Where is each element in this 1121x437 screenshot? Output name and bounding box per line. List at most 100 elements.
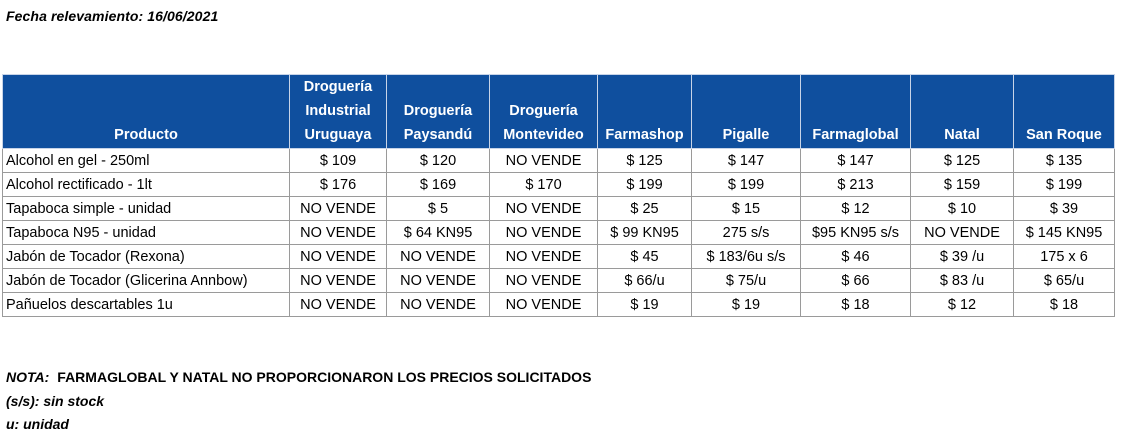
price-cell-natal: $ 39 /u: [910, 244, 1014, 269]
price-cell-drogueria-paysandu: $ 5: [386, 196, 490, 221]
price-cell-drogueria-paysandu: NO VENDE: [386, 244, 490, 269]
table-header-row: Producto Droguería Industrial Uruguaya Drogu…: [2, 74, 1115, 149]
price-table: Producto Droguería Industrial Uruguaya Drogu…: [2, 74, 1115, 317]
price-cell-drogueria-montevideo: NO VENDE: [489, 244, 598, 269]
product-name-cell: Pañuelos descartables 1u: [2, 292, 290, 317]
nota-line: NOTA: FARMAGLOBAL Y NATAL NO PROPORCIONAR…: [6, 366, 591, 390]
unidad-note: u: unidad: [6, 416, 69, 432]
price-cell-san-roque: 175 x 6: [1013, 244, 1115, 269]
table-row: Tapaboca simple - unidad NO VENDE $ 5 NO VE…: [2, 196, 1115, 221]
price-cell-natal: NO VENDE: [910, 220, 1014, 245]
price-cell-pigalle: $ 199: [691, 172, 801, 197]
price-cell-san-roque: $ 199: [1013, 172, 1115, 197]
price-cell-natal: $ 125: [910, 148, 1014, 173]
column-header-line: Montevideo: [503, 127, 584, 143]
column-header-line: Droguería: [303, 79, 373, 95]
price-cell-san-roque: $ 39: [1013, 196, 1115, 221]
price-cell-drogueria-montevideo: NO VENDE: [489, 268, 598, 293]
price-cell-farmaglobal: $ 46: [800, 244, 911, 269]
price-cell-drogueria-industrial-uruguaya: NO VENDE: [289, 292, 387, 317]
table-row: Alcohol rectificado - 1lt $ 176 $ 169 $ 170…: [2, 172, 1115, 197]
price-cell-farmaglobal: $ 213: [800, 172, 911, 197]
price-cell-pigalle: $ 75/u: [691, 268, 801, 293]
column-header-line: Uruguaya: [304, 127, 372, 143]
price-cell-farmashop: $ 125: [597, 148, 692, 173]
survey-date: Fecha relevamiento: 16/06/2021: [6, 8, 219, 24]
product-name-cell: Alcohol rectificado - 1lt: [2, 172, 290, 197]
price-cell-san-roque: $ 135: [1013, 148, 1115, 173]
column-header-farmashop: Farmashop: [597, 74, 692, 149]
price-cell-drogueria-industrial-uruguaya: NO VENDE: [289, 220, 387, 245]
product-name-cell: Tapaboca simple - unidad: [2, 196, 290, 221]
price-cell-farmaglobal: $95 KN95 s/s: [800, 220, 911, 245]
price-cell-farmashop: $ 19: [597, 292, 692, 317]
price-cell-pigalle: $ 183/6u s/s: [691, 244, 801, 269]
product-name-cell: Alcohol en gel - 250ml: [2, 148, 290, 173]
price-cell-farmashop: $ 25: [597, 196, 692, 221]
column-header-san-roque: San Roque: [1013, 74, 1115, 149]
column-header-line: Industrial: [305, 103, 371, 119]
price-cell-farmashop: $ 66/u: [597, 268, 692, 293]
column-header-line: San Roque: [1026, 127, 1102, 143]
price-cell-drogueria-paysandu: $ 120: [386, 148, 490, 173]
price-cell-farmashop: $ 99 KN95: [597, 220, 692, 245]
column-header-drogueria-paysandu: Droguería Paysandú: [386, 74, 490, 149]
column-header-line: Farmaglobal: [812, 127, 899, 143]
notes: NOTA: FARMAGLOBAL Y NATAL NO PROPORCIONAR…: [6, 366, 591, 437]
sin-stock-note: (s/s): sin stock: [6, 392, 105, 409]
column-header-natal: Natal: [910, 74, 1014, 149]
price-cell-farmaglobal: $ 147: [800, 148, 911, 173]
price-cell-drogueria-industrial-uruguaya: NO VENDE: [289, 244, 387, 269]
column-header-drogueria-industrial-uruguaya: Droguería Industrial Uruguaya: [289, 74, 387, 149]
nota-label: NOTA:: [6, 369, 50, 385]
price-cell-san-roque: $ 65/u: [1013, 268, 1115, 293]
price-cell-natal: $ 83 /u: [910, 268, 1014, 293]
price-cell-drogueria-paysandu: $ 169: [386, 172, 490, 197]
column-header-line: Droguería: [509, 103, 578, 119]
price-cell-pigalle: 275 s/s: [691, 220, 801, 245]
price-cell-san-roque: $ 18: [1013, 292, 1115, 317]
price-cell-drogueria-montevideo: NO VENDE: [489, 148, 598, 173]
price-cell-drogueria-paysandu: NO VENDE: [386, 268, 490, 293]
column-header-line: Paysandú: [403, 127, 473, 143]
column-header-line: Producto: [114, 127, 178, 143]
price-cell-natal: $ 10: [910, 196, 1014, 221]
price-cell-drogueria-montevideo: NO VENDE: [489, 196, 598, 221]
price-cell-drogueria-industrial-uruguaya: $ 109: [289, 148, 387, 173]
price-cell-pigalle: $ 19: [691, 292, 801, 317]
price-cell-farmaglobal: $ 12: [800, 196, 911, 221]
price-cell-farmaglobal: $ 66: [800, 268, 911, 293]
table-row: Alcohol en gel - 250ml $ 109 $ 120 NO VENDE…: [2, 148, 1115, 173]
table-body: Alcohol en gel - 250ml $ 109 $ 120 NO VENDE…: [2, 148, 1115, 317]
table-row: Tapaboca N95 - unidad NO VENDE $ 64 KN95 NO…: [2, 220, 1115, 245]
price-cell-drogueria-industrial-uruguaya: NO VENDE: [289, 196, 387, 221]
table-row: Pañuelos descartables 1u NO VENDE NO VENDE…: [2, 292, 1115, 317]
column-header-farmaglobal: Farmaglobal: [800, 74, 911, 149]
price-cell-natal: $ 159: [910, 172, 1014, 197]
product-name-cell: Jabón de Tocador (Glicerina Annbow): [2, 268, 290, 293]
product-name-cell: Tapaboca N95 - unidad: [2, 220, 290, 245]
column-header-drogueria-montevideo: Droguería Montevideo: [489, 74, 598, 149]
column-header-line: Farmashop: [605, 127, 684, 143]
column-header-line: Droguería: [403, 103, 473, 119]
price-cell-drogueria-montevideo: $ 170: [489, 172, 598, 197]
nota-text: FARMAGLOBAL Y NATAL NO PROPORCIONARON LO…: [57, 369, 592, 385]
price-cell-san-roque: $ 145 KN95: [1013, 220, 1115, 245]
price-cell-drogueria-paysandu: NO VENDE: [386, 292, 490, 317]
price-cell-drogueria-montevideo: NO VENDE: [489, 220, 598, 245]
price-cell-natal: $ 12: [910, 292, 1014, 317]
price-cell-drogueria-industrial-uruguaya: NO VENDE: [289, 268, 387, 293]
price-cell-farmashop: $ 45: [597, 244, 692, 269]
table-row: Jabón de Tocador (Glicerina Annbow) NO VE…: [2, 268, 1115, 293]
price-cell-pigalle: $ 147: [691, 148, 801, 173]
price-cell-farmaglobal: $ 18: [800, 292, 911, 317]
table-row: Jabón de Tocador (Rexona) NO VENDE NO VEND…: [2, 244, 1115, 269]
price-cell-farmashop: $ 199: [597, 172, 692, 197]
price-cell-pigalle: $ 15: [691, 196, 801, 221]
price-cell-drogueria-paysandu: $ 64 KN95: [386, 220, 490, 245]
price-cell-drogueria-montevideo: NO VENDE: [489, 292, 598, 317]
column-header-line: Natal: [944, 127, 980, 143]
price-cell-drogueria-industrial-uruguaya: $ 176: [289, 172, 387, 197]
column-header-producto: Producto: [2, 74, 290, 149]
column-header-pigalle: Pigalle: [691, 74, 801, 149]
